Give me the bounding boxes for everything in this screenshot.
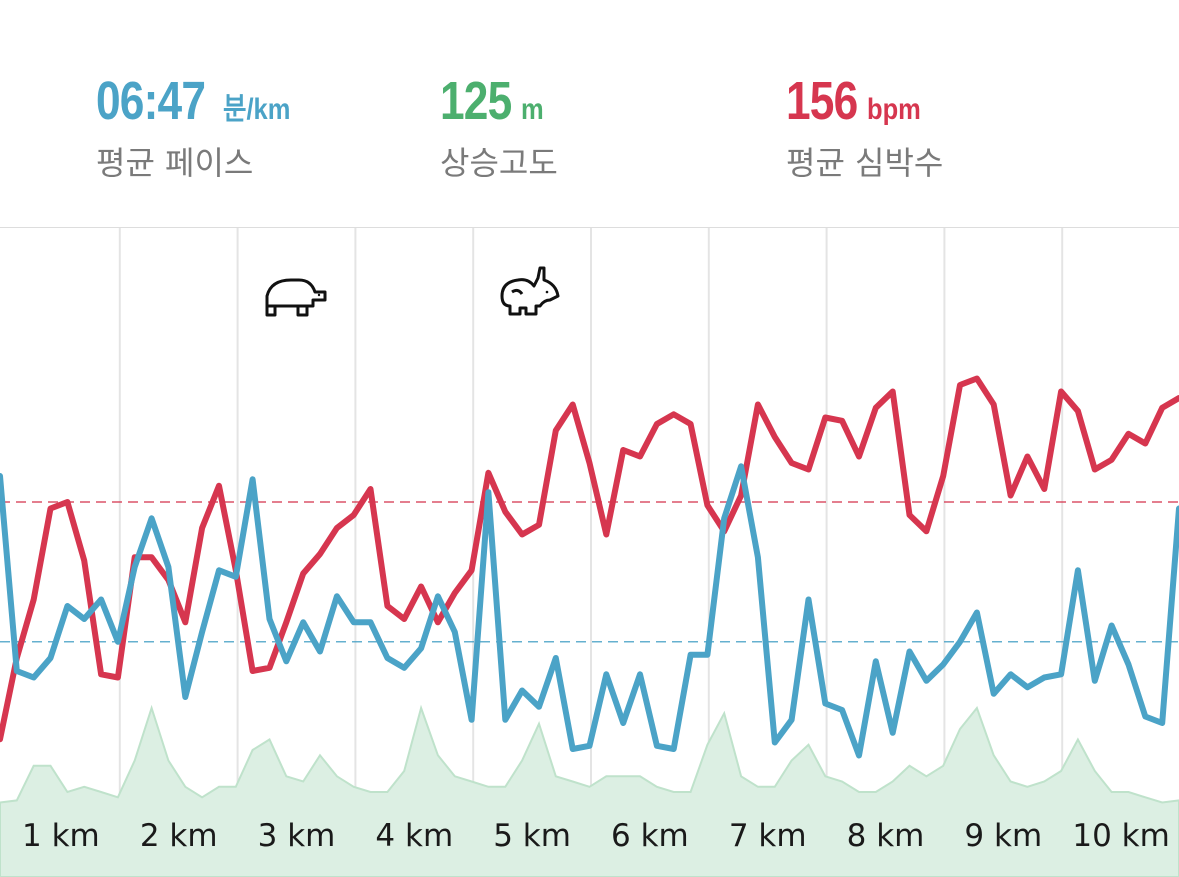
heart-rate-line [0,375,1179,743]
pace-stat: 06:47 분/km 평균 페이스 [96,70,302,184]
elevation-label: 상승고도 [440,144,558,182]
rabbit-icon [500,266,560,316]
x-axis-tick-labels: 1 km 2 km 3 km 4 km 5 km 6 km 7 km 8 km 9 km 10 k… [22,818,1170,854]
pace-line [0,463,1179,759]
elevation-area-path [0,704,1179,877]
stats-divider [0,227,1179,228]
elevation-value: 125 [440,71,512,131]
pace-unit: 분/km [223,93,291,126]
x-tick-label: 10 km [1072,818,1169,854]
x-tick-label: 5 km [493,818,571,854]
heart-rate-series [0,375,1179,743]
x-tick-label: 9 km [964,818,1042,854]
heart-rate-stat: 156 bpm 평균 심박수 [786,70,943,184]
x-tick-label: 8 km [847,818,925,854]
x-tick-label: 4 km [375,818,453,854]
x-tick-label: 7 km [729,818,807,854]
heart-rate-value: 156 [786,71,858,131]
elevation-stat: 125 m 상승고도 [440,70,558,184]
heart-rate-label: 평균 심박수 [786,144,944,182]
x-tick-label: 3 km [258,818,336,854]
x-tick-label: 1 km [22,818,100,854]
heart-rate-unit: bpm [867,93,921,126]
elevation-unit: m [521,93,544,126]
pace-value: 06:47 [96,71,206,131]
run-chart[interactable]: 1 km 2 km 3 km 4 km 5 km 6 km 7 km 8 km 9 km 10 k… [0,228,1179,877]
x-tick-label: 2 km [140,818,218,854]
summary-stats: 06:47 분/km 평균 페이스 125 m 상승고도 156 bpm 평균 심박수 [0,0,1179,228]
pace-series [0,463,1179,759]
x-tick-label: 6 km [611,818,689,854]
turtle-icon [265,278,327,317]
elevation-area [0,704,1179,877]
pace-label: 평균 페이스 [96,144,254,182]
